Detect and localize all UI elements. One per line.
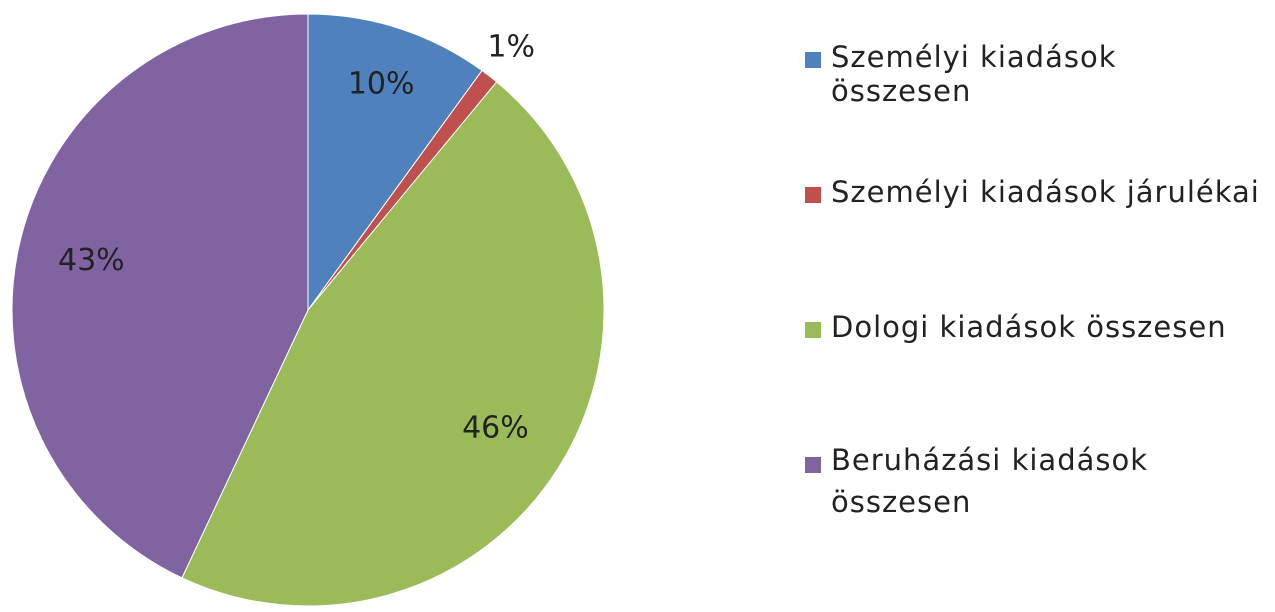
data-label: 1%: [487, 30, 535, 65]
pie-slice: [307, 13, 483, 312]
legend-label: Beruházási kiadások összesen: [831, 443, 1149, 519]
legend: Személyi kiadások összesen Személyi kiadá…: [805, 40, 1265, 580]
legend-item: Személyi kiadások járulékai: [805, 175, 1265, 310]
data-label: 43%: [58, 243, 125, 278]
legend-swatch: [805, 457, 821, 473]
chart: 10% 1% 46% 43%: [11, 13, 605, 607]
legend-label: Személyi kiadások összesen: [831, 40, 1117, 108]
legend-item: Dologi kiadások összesen: [805, 310, 1265, 445]
pie-slice: [11, 13, 309, 579]
legend-item: Személyi kiadások összesen: [805, 40, 1265, 175]
pie-slice: [181, 81, 605, 607]
data-label: 46%: [462, 410, 529, 445]
legend-swatch: [805, 52, 821, 68]
legend-label: Személyi kiadások járulékai: [831, 175, 1260, 209]
legend-item: Beruházási kiadások összesen: [805, 443, 1265, 580]
legend-swatch: [805, 322, 821, 338]
legend-label: Dologi kiadások összesen: [831, 310, 1227, 344]
legend-swatch: [805, 187, 821, 203]
data-label: 10%: [348, 66, 415, 101]
